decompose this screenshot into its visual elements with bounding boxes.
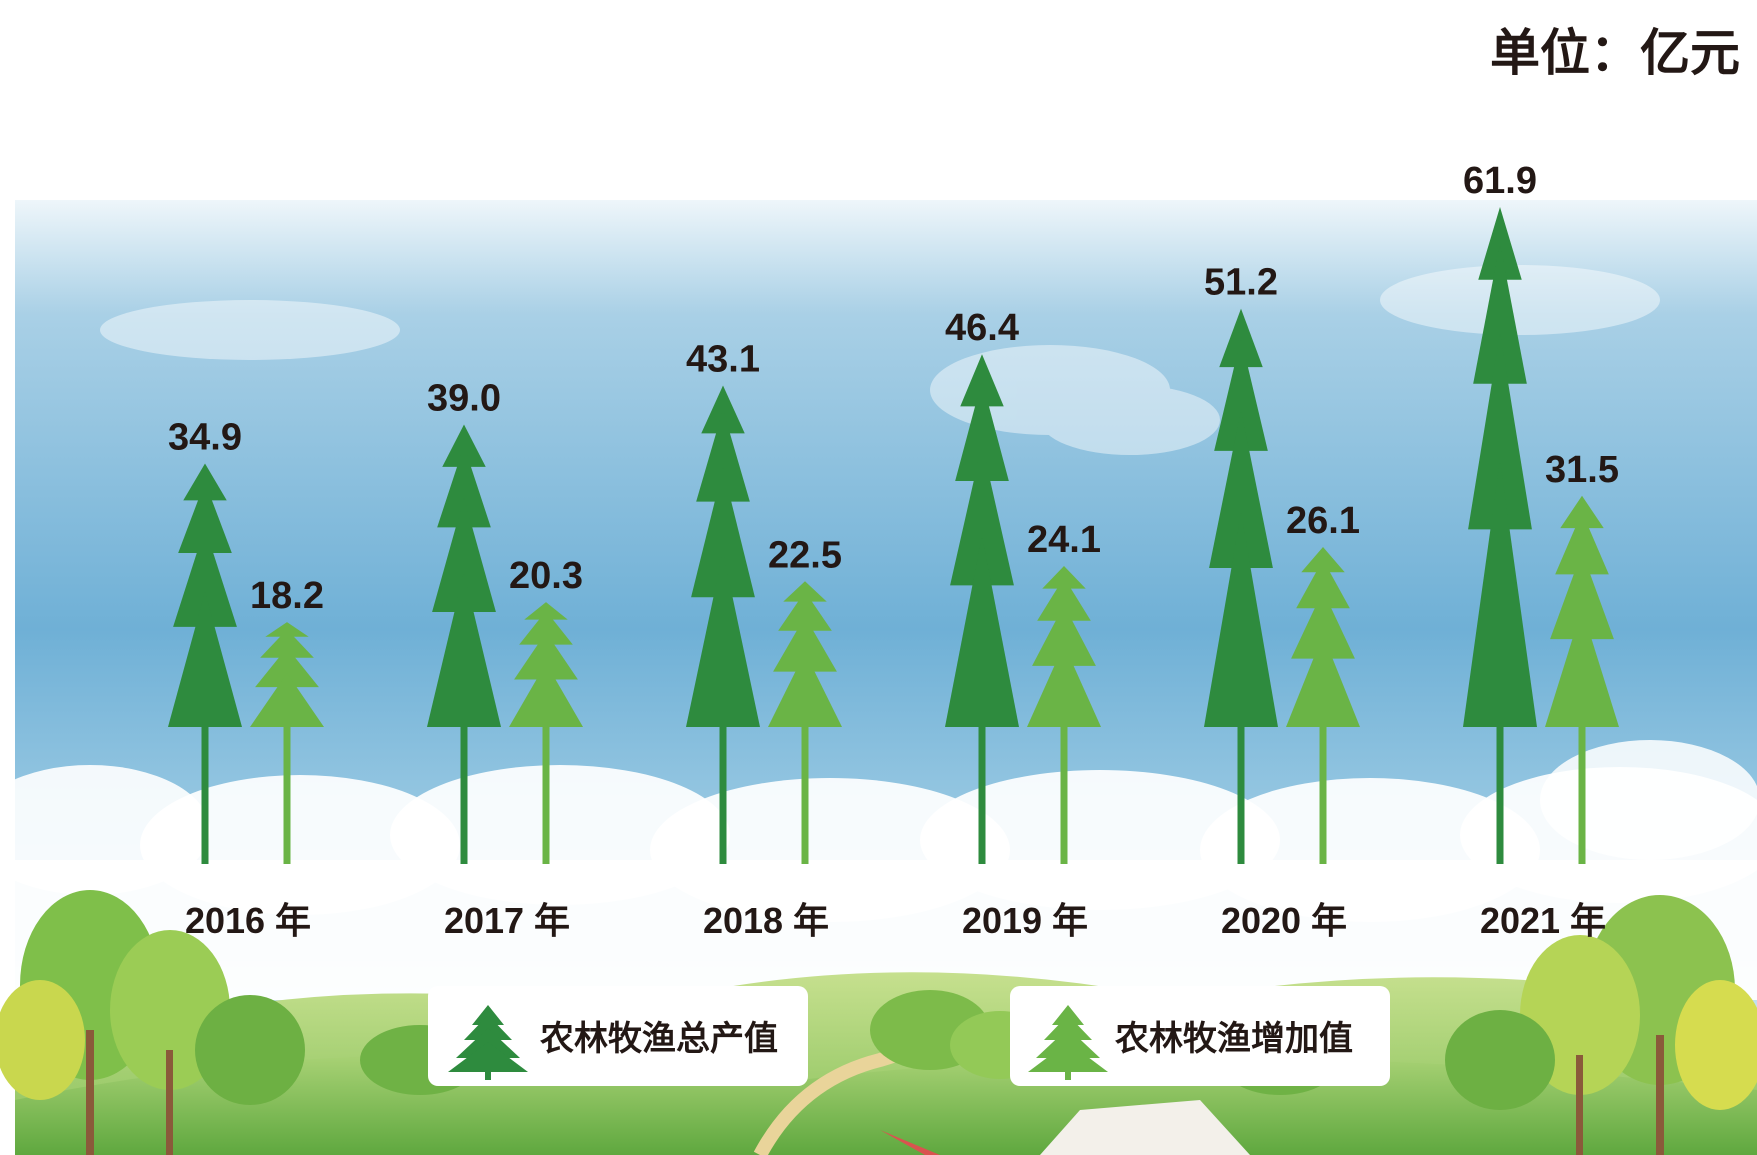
tree-total-tier	[432, 497, 496, 613]
tree-total-trunk	[978, 723, 986, 864]
tree-total	[945, 354, 1019, 864]
tree-added-tier	[1296, 559, 1350, 609]
tree-total-tier	[1204, 512, 1278, 727]
value-label-added: 26.1	[1286, 500, 1360, 542]
tree-total	[1463, 206, 1537, 864]
tree-added-tier	[1550, 551, 1614, 640]
tree-total-tier	[173, 527, 237, 627]
legend-box-added	[1010, 986, 1390, 1086]
x-tick-label: 2017 年	[444, 900, 570, 941]
legend-icon-added	[1028, 1005, 1108, 1080]
tree-total	[168, 463, 242, 864]
tree-total-tier	[950, 444, 1014, 586]
tree-total-tier	[955, 380, 1009, 481]
value-label-added: 20.3	[509, 555, 583, 597]
value-label-added: 24.1	[1027, 519, 1101, 561]
value-label-total: 34.9	[168, 416, 242, 458]
tree-total-tier	[1214, 337, 1268, 451]
tree-added-tier	[255, 647, 319, 688]
legend-tree-trunk	[485, 1068, 491, 1080]
tree-added-tier	[1545, 608, 1619, 727]
tree-total-tier	[686, 551, 760, 727]
tree-added-trunk	[542, 723, 550, 864]
tree-total-tier	[1468, 332, 1532, 530]
tree-total-tier	[427, 571, 501, 727]
tree-total-tier	[1473, 243, 1527, 384]
tree-added-tier	[768, 652, 842, 727]
tree-total-tier	[945, 535, 1019, 727]
tree-added	[1545, 495, 1619, 864]
legend-label-added: 农林牧渔增加值	[1115, 1019, 1353, 1059]
tree-added-tier	[1027, 644, 1101, 727]
tree-total-trunk	[1496, 723, 1504, 864]
value-label-added: 18.2	[250, 575, 324, 617]
tree-added-tier	[250, 673, 324, 727]
tree-total-trunk	[201, 723, 209, 864]
tree-added-tier	[1286, 634, 1360, 727]
tree-total-tier	[168, 591, 242, 727]
tree-total-tier	[696, 409, 750, 502]
tree-added	[768, 581, 842, 864]
tree-added-tier	[778, 591, 832, 631]
tree-added-trunk	[283, 723, 291, 864]
tree-added-tier	[1037, 577, 1091, 621]
legend-tree-tier	[1044, 1015, 1092, 1040]
tree-added	[1027, 566, 1101, 864]
tree-added-trunk	[801, 723, 809, 864]
legend-item-total: 农林牧渔总产值	[428, 986, 808, 1086]
chart-marks: 34.9 18.2 2016 年 39.0 20.3 2017 年 43.1 22.5 2018…	[168, 160, 1619, 941]
unit-label: 单位：亿元	[1490, 24, 1740, 82]
tree-added-tier	[260, 629, 314, 658]
tree-total-tier	[437, 445, 491, 528]
legend-tree-tier	[448, 1042, 528, 1072]
tree-added-tier	[1291, 590, 1355, 659]
tree-total-tier	[701, 385, 745, 434]
tree-added-trunk	[1060, 723, 1068, 864]
tree-total-trunk	[1237, 723, 1245, 864]
x-tick-label: 2020 年	[1221, 900, 1347, 941]
value-label-total: 43.1	[686, 339, 760, 381]
legend-tree-tier	[1028, 1042, 1108, 1072]
tree-added	[509, 602, 583, 864]
tree-total	[1204, 308, 1278, 864]
legend-item-added: 农林牧渔增加值	[1010, 986, 1390, 1086]
tree-added-trunk	[1319, 723, 1327, 864]
tree-added-tier	[509, 662, 583, 727]
tree-total-tier	[691, 468, 755, 598]
tree-total-tier	[1209, 409, 1273, 569]
tree-total-tier	[1478, 206, 1522, 280]
tree-added-tier	[514, 632, 578, 680]
legend-tree-tier	[464, 1015, 512, 1040]
x-tick-label: 2018 年	[703, 900, 829, 941]
value-label-total: 51.2	[1204, 262, 1278, 304]
x-tick-label: 2021 年	[1480, 900, 1606, 941]
value-label-total: 39.0	[427, 378, 501, 420]
tree-total-tier	[1463, 460, 1537, 727]
legend-box-total	[428, 986, 808, 1086]
x-tick-label: 2019 年	[962, 900, 1088, 941]
tree-total-tier	[178, 481, 232, 554]
sky-clouds	[100, 265, 1660, 455]
tree-total	[427, 424, 501, 864]
tree-added-tier	[519, 610, 573, 645]
tree-total	[686, 385, 760, 864]
legend-icon-total	[448, 1005, 528, 1080]
value-label-added: 31.5	[1545, 449, 1619, 491]
legend-label-total: 农林牧渔总产值	[540, 1019, 778, 1059]
x-tick-label: 2016 年	[185, 900, 311, 941]
legend-tree-trunk	[1065, 1068, 1071, 1080]
tree-total-trunk	[719, 723, 727, 864]
tree-added-tier	[1555, 511, 1609, 575]
tree-added	[250, 622, 324, 864]
tree-total-trunk	[460, 723, 468, 864]
value-label-total: 46.4	[945, 307, 1019, 349]
value-label-added: 22.5	[768, 534, 842, 576]
tree-added-tier	[1032, 604, 1096, 666]
tree-added-trunk	[1578, 723, 1586, 864]
legend: 农林牧渔总产值 农林牧渔增加值	[428, 986, 1390, 1086]
tree-added-tier	[773, 616, 837, 672]
tree-added	[1286, 547, 1360, 864]
value-label-total: 61.9	[1463, 160, 1537, 202]
